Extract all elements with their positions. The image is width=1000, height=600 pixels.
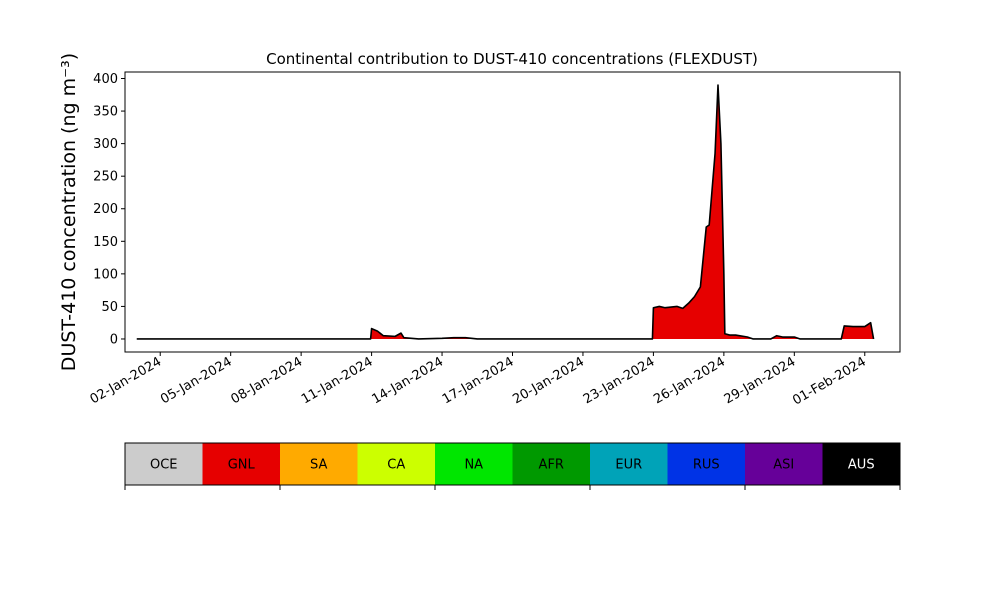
- colorbar-label-eur: EUR: [615, 458, 642, 473]
- y-tick-label: 300: [93, 137, 118, 152]
- colorbar-label-aus: AUS: [848, 458, 875, 473]
- y-tick-label: 0: [110, 332, 118, 347]
- colorbar-label-sa: SA: [310, 458, 327, 473]
- x-tick-label: 23-Jan-2024: [581, 354, 658, 407]
- x-tick-label: 02-Jan-2024: [88, 354, 165, 407]
- colorbar-swatch-afr: [512, 443, 591, 485]
- colorbar-swatch-ca: [357, 443, 436, 485]
- colorbar-swatch-na: [435, 443, 513, 485]
- chart-title: Continental contribution to DUST-410 con…: [266, 50, 758, 68]
- colorbar-swatch-aus: [822, 443, 901, 485]
- colorbar-label-rus: RUS: [693, 458, 720, 473]
- y-tick-label: 400: [93, 72, 118, 87]
- colorbar-label-ca: CA: [387, 458, 405, 473]
- plot-area: 0 50 100 150 200 250 300 350 400 02-Jan-202405-Ja…: [88, 71, 901, 408]
- colorbar: OCE GNL SA CA NA AFR EUR RUS ASI AUS: [124, 442, 901, 490]
- total-line: [136, 84, 875, 340]
- x-tick-label: 01-Feb-2024: [790, 354, 869, 408]
- colorbar-label-afr: AFR: [539, 458, 564, 473]
- series-area-gnl: [136, 85, 874, 339]
- y-tick-label: 250: [93, 170, 118, 185]
- x-tick-label: 08-Jan-2024: [229, 354, 306, 407]
- x-tick-label: 29-Jan-2024: [722, 354, 799, 407]
- x-tick-label: 05-Jan-2024: [158, 354, 235, 407]
- colorbar-label-gnl: GNL: [228, 458, 256, 473]
- colorbar-frame: [124, 442, 901, 486]
- y-tick-label: 50: [101, 300, 118, 315]
- y-axis-label: DUST-410 concentration (ng m⁻³): [58, 53, 80, 371]
- y-tick-label: 200: [93, 202, 118, 217]
- colorbar-swatch-oce: [125, 443, 203, 485]
- colorbar-label-oce: OCE: [150, 458, 178, 473]
- y-tick-label: 150: [93, 235, 118, 250]
- x-tick-label: 17-Jan-2024: [440, 354, 517, 407]
- x-tick-label: 14-Jan-2024: [369, 354, 446, 407]
- colorbar-swatch-gnl: [202, 443, 281, 485]
- x-tick-label: 20-Jan-2024: [510, 354, 587, 407]
- colorbar-swatch-eur: [590, 443, 668, 485]
- y-tick-label: 100: [93, 267, 118, 282]
- colorbar-swatch-sa: [280, 443, 358, 485]
- y-tick-label: 350: [93, 105, 118, 120]
- x-tick-label: 26-Jan-2024: [651, 354, 728, 407]
- colorbar-label-na: NA: [464, 458, 483, 473]
- x-tick-label: 11-Jan-2024: [299, 354, 376, 407]
- colorbar-label-asi: ASI: [773, 458, 794, 473]
- colorbar-swatch-asi: [745, 443, 823, 485]
- colorbar-swatch-rus: [667, 443, 746, 485]
- plot-frame: [124, 71, 901, 353]
